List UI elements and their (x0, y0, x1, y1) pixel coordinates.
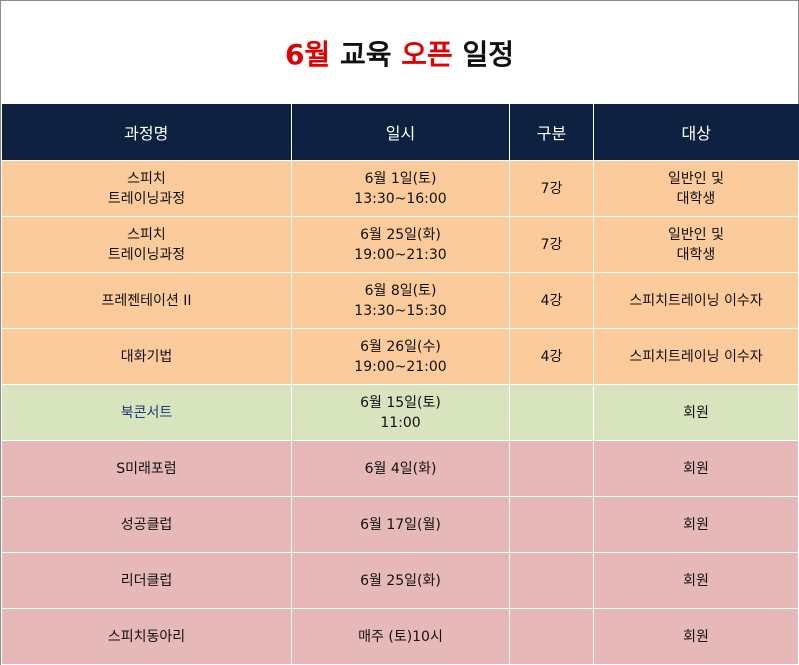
target-cell: 스피치트레이닝 이수자 (593, 272, 799, 329)
date-cell: 6월 25일(화) 19:00~21:30 (291, 216, 510, 273)
header-target: 대상 (593, 104, 799, 161)
course-cell: 리더클럽 (1, 552, 292, 609)
date-cell: 6월 26일(수) 19:00~21:00 (291, 328, 510, 385)
type-cell (509, 496, 594, 553)
table-row: 대화기법 6월 26일(수) 19:00~21:00 4강 스피치트레이닝 이수… (1, 328, 799, 385)
date-cell: 6월 4일(화) (291, 440, 510, 497)
target-cell: 일반인 및 대학생 (593, 160, 799, 217)
course-cell: 성공클럽 (1, 496, 292, 553)
schedule-table: 과정명 일시 구분 대상 스피치 트레이닝과정 6월 1일(토) 13:30~1… (1, 104, 799, 665)
date-cell: 6월 1일(토) 13:30~16:00 (291, 160, 510, 217)
target-cell: 회원 (593, 496, 799, 553)
type-cell (509, 384, 594, 441)
target-cell: 회원 (593, 552, 799, 609)
header-date: 일시 (291, 104, 510, 161)
header-type: 구분 (509, 104, 594, 161)
type-cell: 7강 (509, 216, 594, 273)
course-cell: 스피치 트레이닝과정 (1, 160, 292, 217)
type-cell: 7강 (509, 160, 594, 217)
target-cell: 일반인 및 대학생 (593, 216, 799, 273)
type-cell (509, 608, 594, 665)
target-cell: 회원 (593, 384, 799, 441)
table-row: 북콘서트 6월 15일(토) 11:00 회원 (1, 384, 799, 441)
course-cell: 스피치 트레이닝과정 (1, 216, 292, 273)
course-cell: S미래포럼 (1, 440, 292, 497)
target-cell: 회원 (593, 440, 799, 497)
title-education: 교육 (339, 38, 392, 71)
page-title: 6월 교육 오픈 일정 (0, 30, 799, 80)
title-schedule: 일정 (462, 38, 515, 71)
table-row: 스피치 트레이닝과정 6월 25일(화) 19:00~21:30 7강 일반인 … (1, 216, 799, 273)
target-cell: 스피치트레이닝 이수자 (593, 328, 799, 385)
course-cell: 프레젠테이션 II (1, 272, 292, 329)
type-cell (509, 552, 594, 609)
title-month: 6월 (284, 38, 331, 71)
course-cell: 대화기법 (1, 328, 292, 385)
type-cell (509, 440, 594, 497)
table-row: 프레젠테이션 II 6월 8일(토) 13:30~15:30 4강 스피치트레이… (1, 272, 799, 329)
course-cell: 스피치동아리 (1, 608, 292, 665)
type-cell: 4강 (509, 272, 594, 329)
table-row: 리더클럽 6월 25일(화) 회원 (1, 552, 799, 609)
date-cell: 6월 8일(토) 13:30~15:30 (291, 272, 510, 329)
table-row: 스피치 트레이닝과정 6월 1일(토) 13:30~16:00 7강 일반인 및… (1, 160, 799, 217)
date-cell: 매주 (토)10시 (291, 608, 510, 665)
table-row: 성공클럽 6월 17일(월) 회원 (1, 496, 799, 553)
type-cell: 4강 (509, 328, 594, 385)
table-row: 스피치동아리 매주 (토)10시 회원 (1, 608, 799, 665)
header-course: 과정명 (1, 104, 292, 161)
title-open: 오픈 (401, 38, 453, 71)
date-cell: 6월 17일(월) (291, 496, 510, 553)
table-row: S미래포럼 6월 4일(화) 회원 (1, 440, 799, 497)
target-cell: 회원 (593, 608, 799, 665)
table-header-row: 과정명 일시 구분 대상 (1, 104, 799, 161)
date-cell: 6월 15일(토) 11:00 (291, 384, 510, 441)
date-cell: 6월 25일(화) (291, 552, 510, 609)
course-cell: 북콘서트 (1, 384, 292, 441)
